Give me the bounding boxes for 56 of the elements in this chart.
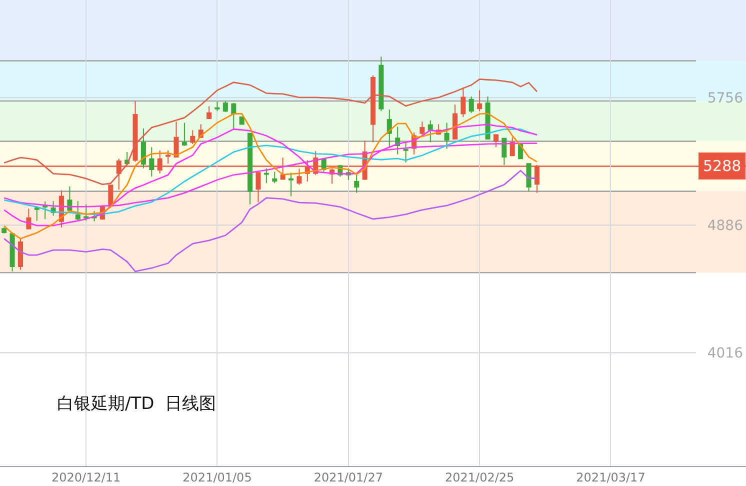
y-tick-label: 4886: [707, 218, 744, 234]
candlestick: [256, 172, 261, 203]
candlestick: [190, 130, 196, 144]
candlestick: [485, 96, 490, 140]
candlestick: [34, 205, 40, 222]
x-tick-label: 2021/01/27: [314, 470, 383, 484]
candlestick: [526, 163, 532, 192]
line-series: [3, 124, 538, 226]
candlestick: [18, 238, 23, 270]
candlestick: [403, 142, 408, 164]
candlestick: [166, 150, 171, 164]
candlestick: [444, 122, 450, 150]
candlestick: [354, 172, 360, 194]
candlestick: [206, 106, 212, 119]
candlestick: [272, 171, 278, 184]
line-series: [3, 128, 538, 215]
candlestick: [468, 96, 474, 114]
candlestick: [67, 186, 72, 212]
y-tick-label: 4016: [707, 346, 744, 362]
line-series: [3, 112, 538, 240]
candlestick: [378, 56, 384, 112]
candlestick: [477, 90, 482, 112]
candlestick: [264, 168, 269, 184]
candlestick: [214, 100, 220, 112]
candlestick: [75, 200, 80, 221]
candlestick: [222, 100, 228, 113]
x-tick-label: 2020/12/11: [51, 470, 121, 484]
candlestick: [84, 204, 89, 222]
candlestick: [42, 200, 48, 220]
candlestick: [428, 120, 433, 143]
candlestick: [452, 104, 458, 140]
candlestick: [460, 87, 466, 118]
candlestick: [231, 102, 236, 130]
candlestick: [288, 172, 294, 197]
candlestick: [502, 138, 507, 166]
x-tick-label: 2021/02/25: [444, 470, 514, 484]
candlestick: [239, 116, 244, 125]
x-tick-label: 2021/03/17: [576, 470, 646, 484]
text: 白银延期/TD 日线图: [57, 394, 216, 414]
ref-line-label: 5288: [703, 157, 742, 175]
candlestick: [132, 100, 138, 162]
line-series: [3, 170, 538, 272]
candlestick: [420, 121, 425, 136]
candlestick: [182, 122, 187, 146]
candlestick: [2, 227, 7, 234]
candlestick: [493, 134, 498, 148]
candlestick: [510, 136, 515, 156]
candlestick: [140, 128, 146, 169]
candlestick: [174, 121, 179, 158]
y-tick-label: 5756: [707, 90, 744, 107]
candlestick: [149, 146, 154, 178]
candlestick: [10, 232, 15, 272]
candlestick: [386, 109, 392, 148]
x-tick-label: 2021/01/05: [182, 470, 252, 484]
candlestick: [248, 132, 253, 205]
line-series: [3, 142, 538, 208]
